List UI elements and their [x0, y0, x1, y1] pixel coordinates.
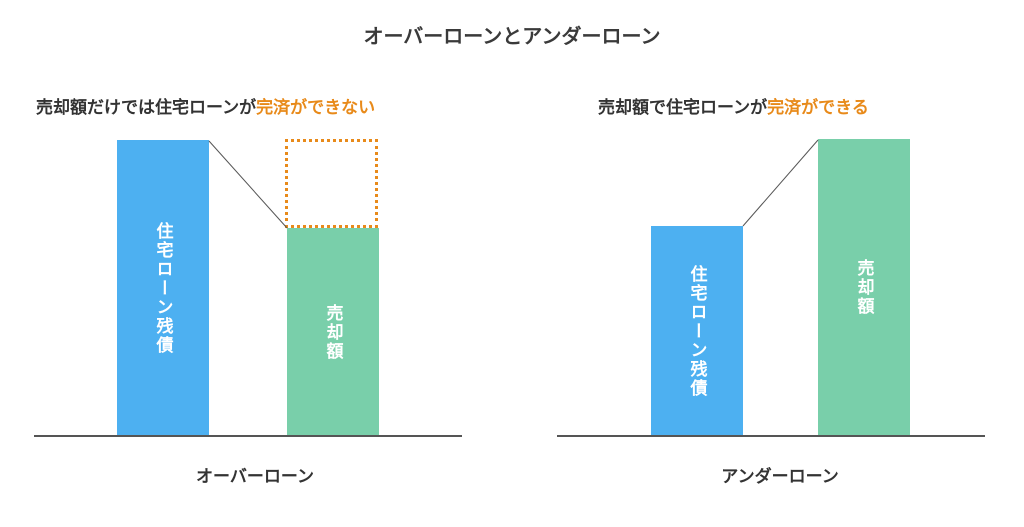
right-loan-label: 住宅ローン残債	[686, 264, 707, 398]
right-subtitle-prefix: 売却額で住宅ローンが	[598, 98, 768, 118]
right-subtitle-highlight: 完済	[767, 98, 802, 118]
left-baseline	[34, 435, 462, 437]
right-subtitle-suffix: ができる	[801, 98, 869, 118]
left-caption: オーバーローン	[196, 467, 314, 487]
right-subtitle: 売却額で住宅ローンが完済ができる	[598, 93, 869, 118]
left-sale-bar: 売却額	[287, 228, 379, 436]
left-sale-label: 売却額	[322, 303, 343, 361]
right-sale-bar: 売却額	[818, 139, 910, 436]
left-subtitle-prefix: 売却額だけでは住宅ローンが	[36, 98, 257, 118]
left-loan-bar: 住宅ローン残債	[117, 140, 209, 436]
left-connector-line	[208, 140, 288, 229]
right-connector-line	[742, 139, 819, 227]
left-subtitle-highlight: 完済	[256, 98, 291, 118]
right-baseline	[557, 435, 985, 437]
page-title: オーバーローンとアンダーローン	[363, 24, 661, 48]
right-caption: アンダーローン	[721, 467, 839, 487]
left-subtitle-suffix: ができない	[290, 98, 376, 118]
right-loan-bar: 住宅ローン残債	[651, 226, 743, 436]
left-loan-label: 住宅ローン残債	[152, 221, 173, 355]
right-sale-label: 売却額	[853, 259, 874, 316]
left-subtitle: 売却額だけでは住宅ローンが完済ができない	[36, 93, 375, 118]
shortfall-dashed-box	[285, 139, 378, 228]
